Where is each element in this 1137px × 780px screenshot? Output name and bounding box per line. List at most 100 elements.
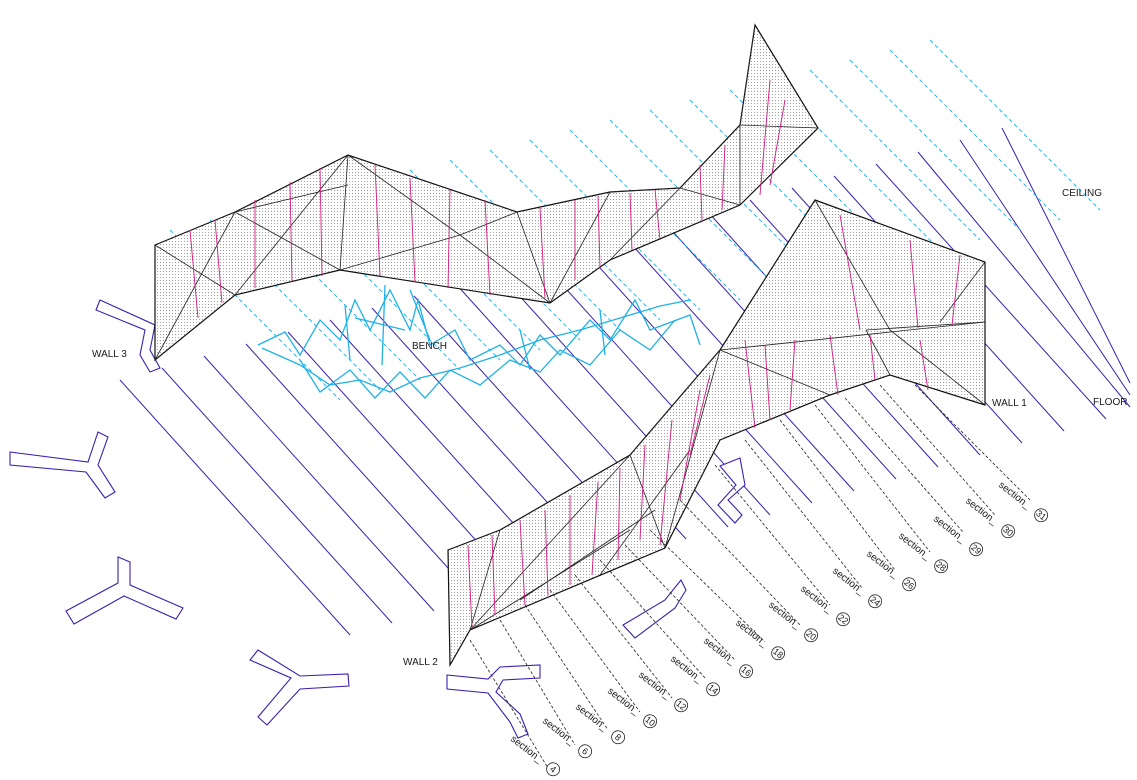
section-label: section_29	[931, 514, 984, 557]
section-number: 10	[643, 714, 657, 728]
section-label: section_24	[830, 566, 883, 609]
wall-3-facets	[154, 24, 819, 361]
ceiling-line	[729, 89, 901, 261]
section-prefix: section_	[573, 702, 609, 734]
y-glyph	[65, 556, 184, 625]
section-label: section_18	[733, 618, 786, 661]
y-glyph	[249, 649, 350, 726]
section-label: section_14	[668, 654, 721, 697]
label-wall-3: WALL 3	[92, 349, 127, 360]
ceiling-line	[169, 229, 341, 401]
section-label: section_26	[864, 549, 917, 592]
section-number-circle	[868, 594, 883, 609]
wall-1-panel	[447, 199, 986, 668]
section-prefix: section_	[540, 716, 576, 748]
section-number-circle	[836, 612, 851, 627]
floor-line	[875, 163, 1107, 420]
floor-line	[119, 379, 351, 636]
section-number: 18	[771, 646, 785, 660]
section-number: 26	[902, 577, 916, 591]
section-number-circle	[969, 542, 984, 557]
section-number: 14	[706, 682, 720, 696]
section-number: 4	[548, 764, 558, 775]
ceiling-line	[849, 59, 1021, 231]
section-label: section_ 4	[508, 734, 561, 777]
section-number-circle	[934, 559, 949, 574]
chevron-glyph	[717, 457, 746, 524]
wall-1-2	[447, 199, 986, 668]
label-bench: BENCH	[412, 341, 447, 352]
section-prefix: section_	[864, 549, 900, 581]
label-ceiling: CEILING	[1062, 188, 1102, 199]
floor-line	[203, 355, 435, 612]
bench	[257, 284, 701, 399]
floor-line	[161, 367, 393, 624]
floor-line	[245, 343, 477, 600]
section-number: 16	[739, 664, 753, 678]
annotations: CEILING FLOOR WALL 1 WALL 2 WALL 3 BENCH	[92, 188, 1127, 668]
ceiling-line	[209, 219, 381, 391]
section-number-circle	[674, 698, 689, 713]
section-number-circle	[804, 628, 819, 643]
chevron-glyph	[95, 299, 161, 373]
section-number: 28	[934, 559, 948, 573]
ceiling-line	[809, 69, 981, 241]
section-number: 24	[868, 594, 882, 608]
wall-1-sections	[467, 214, 961, 629]
section-number-circle	[546, 762, 561, 777]
ceiling-line	[289, 199, 461, 371]
section-number-circle	[578, 744, 593, 759]
section-prefix: section_	[668, 654, 704, 686]
section-label: section_10	[605, 686, 658, 729]
section-prefix: section_	[701, 636, 737, 668]
section-number: 30	[1001, 524, 1015, 538]
wall-3-panel	[154, 23, 819, 362]
y-glyph	[446, 664, 541, 739]
ceiling-line	[769, 79, 941, 251]
section-number: 12	[674, 698, 688, 712]
section-label: section_31	[996, 480, 1049, 523]
chevron-glyph	[622, 578, 687, 639]
section-prefix: section_	[896, 531, 932, 563]
floor-line	[581, 247, 813, 504]
section-label: section_22	[798, 584, 851, 627]
section-number: 8	[613, 732, 623, 743]
section-number-circle	[902, 577, 917, 592]
section-label: section_ 6	[540, 716, 593, 759]
section-number: 22	[836, 612, 850, 626]
label-wall-1: WALL 1	[992, 398, 1027, 409]
section-prefix: section_	[605, 686, 641, 718]
section-prefix: section_	[798, 584, 834, 616]
section-number-circle	[643, 714, 658, 729]
label-floor: FLOOR	[1093, 397, 1127, 408]
section-prefix: section_	[636, 670, 672, 702]
section-prefix: section_	[508, 734, 544, 766]
ceiling-line	[889, 49, 1061, 221]
section-number-circle	[771, 646, 786, 661]
floor-line	[917, 151, 1131, 408]
ceiling-line	[929, 39, 1101, 211]
y-glyph	[9, 431, 116, 499]
ceiling-line	[689, 99, 861, 271]
section-number-circle	[706, 682, 721, 697]
section-label: section_12	[636, 670, 689, 713]
section-prefix: section_	[963, 496, 999, 528]
wall-3-sections	[189, 79, 786, 319]
section-label: section_20	[766, 600, 819, 643]
section-number-circle	[1001, 524, 1016, 539]
section-prefix: section_	[766, 600, 802, 632]
wall-3-2	[154, 23, 819, 362]
label-wall-2: WALL 2	[403, 657, 438, 668]
section-number: 29	[969, 542, 983, 556]
section-label: section_ 8	[573, 702, 626, 745]
section-number-circle	[611, 730, 626, 745]
wall-1-facets	[469, 199, 986, 631]
section-number-circle	[1034, 508, 1049, 523]
ceiling-line	[249, 209, 421, 381]
floor-glyphs	[9, 299, 746, 739]
section-leaders	[469, 384, 1031, 769]
section-number: 31	[1034, 508, 1048, 522]
section-label: section_16	[701, 636, 753, 679]
floor-line	[959, 139, 1131, 396]
